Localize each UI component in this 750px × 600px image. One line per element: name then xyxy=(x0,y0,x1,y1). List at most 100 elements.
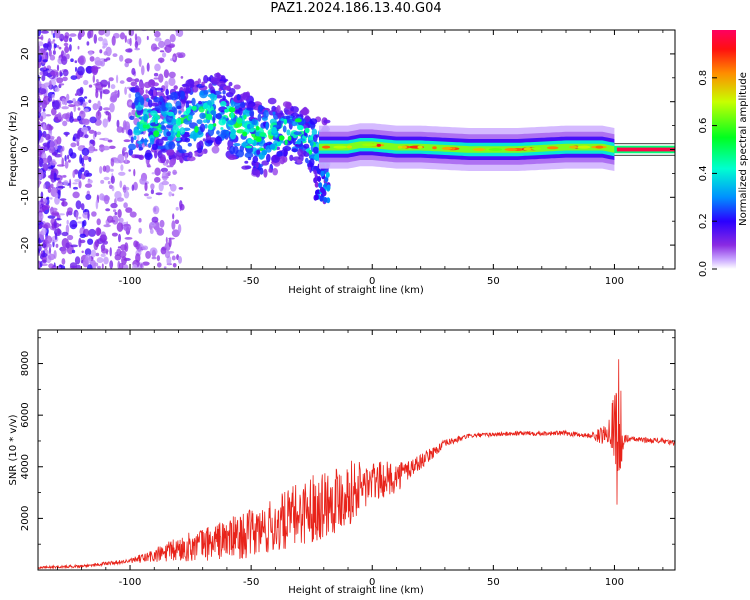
snr-panel: -100 -50 0 50 100 2000 4000 6000 8000 Height of … xyxy=(8,329,676,596)
heat-cell xyxy=(504,148,518,151)
heat-cell xyxy=(166,149,175,156)
heat-cell xyxy=(64,45,70,54)
heat-cell xyxy=(57,189,61,199)
heat-cell xyxy=(294,118,302,123)
heat-cell xyxy=(42,59,48,63)
colorbar-ticks: 0.0 0.2 0.4 0.6 0.8 xyxy=(698,70,717,277)
heat-cell xyxy=(73,186,78,190)
heat-cell xyxy=(191,97,196,106)
heat-cell xyxy=(130,78,136,82)
heat-cell xyxy=(175,206,179,211)
heat-cell xyxy=(89,56,95,62)
heat-cell xyxy=(441,146,453,150)
heat-cell xyxy=(228,107,236,113)
heat-cell xyxy=(119,32,126,40)
heat-cell xyxy=(52,212,59,216)
heat-cell xyxy=(61,157,64,167)
heat-cell xyxy=(241,142,246,147)
heat-cell xyxy=(222,85,231,91)
heat-cell xyxy=(54,192,59,198)
heat-cell xyxy=(134,96,139,106)
heat-cell xyxy=(80,203,85,211)
heat-cell xyxy=(146,124,150,130)
colorbar-gradient xyxy=(712,30,736,269)
heat-cell xyxy=(176,142,180,147)
heat-cell xyxy=(146,35,149,41)
heat-cell xyxy=(70,58,74,62)
heat-cell xyxy=(66,219,69,225)
heat-cell xyxy=(87,264,93,269)
heat-cell xyxy=(205,140,214,144)
heat-cell xyxy=(96,257,104,264)
heat-cell xyxy=(220,75,226,81)
heat-cell xyxy=(170,91,178,101)
heat-cell xyxy=(178,149,187,154)
heat-cell xyxy=(318,182,323,189)
heat-cell xyxy=(488,148,503,151)
figure-title: PAZ1.2024.186.13.40.G04 xyxy=(270,1,442,16)
heat-cell xyxy=(51,107,57,116)
heat-cell xyxy=(150,183,155,190)
heat-cell xyxy=(245,145,253,149)
heat-cell xyxy=(149,137,155,145)
heat-cell xyxy=(203,75,209,84)
heat-cell xyxy=(82,103,87,108)
heat-cell xyxy=(62,174,67,178)
heat-cell xyxy=(227,120,236,126)
heat-cell xyxy=(43,144,50,151)
heat-cell xyxy=(49,54,56,61)
heat-cell xyxy=(139,146,143,151)
heat-cell xyxy=(119,250,127,258)
heat-tail-core xyxy=(616,147,675,152)
heat-cell xyxy=(133,135,137,141)
heat-cell xyxy=(198,106,205,113)
heat-cell xyxy=(84,134,89,139)
heat-cell xyxy=(82,118,90,126)
heat-cell xyxy=(310,165,319,172)
heat-cell xyxy=(49,80,52,90)
heat-cell xyxy=(38,221,44,226)
snr-ylabel: SNR (10 * v/v) xyxy=(8,414,19,485)
heat-cell xyxy=(104,165,111,173)
x-tick-label: -100 xyxy=(119,276,142,287)
heat-cell xyxy=(67,154,70,160)
heat-cell xyxy=(151,82,159,87)
heat-cell xyxy=(155,138,164,146)
heat-cell xyxy=(161,101,166,111)
heat-cell xyxy=(265,121,269,131)
heat-cell xyxy=(48,243,52,249)
heat-cell xyxy=(180,91,186,100)
heat-cell xyxy=(126,77,133,83)
heat-cell xyxy=(78,180,82,189)
heat-cell xyxy=(42,204,50,211)
heat-cell xyxy=(107,80,111,89)
heat-cell xyxy=(171,106,176,113)
heat-cell xyxy=(346,145,353,149)
heat-cell xyxy=(397,145,403,149)
heat-cell xyxy=(59,33,65,42)
heat-cell xyxy=(54,87,60,92)
heat-cell xyxy=(286,119,291,123)
heat-cell xyxy=(70,142,77,148)
colorbar-tick-label: 0.4 xyxy=(698,165,709,181)
heat-cell xyxy=(79,154,83,164)
heat-cell xyxy=(100,253,106,258)
heat-cell xyxy=(110,84,116,90)
heat-cell xyxy=(233,84,241,90)
colorbar-tick-label: 0.8 xyxy=(698,70,709,86)
heat-cell xyxy=(291,120,298,127)
heat-cell xyxy=(57,228,60,235)
heat-cell xyxy=(74,60,78,64)
heat-cell xyxy=(54,232,58,241)
heat-cell xyxy=(230,111,234,120)
snr-background xyxy=(38,330,675,570)
heat-cell xyxy=(99,138,106,141)
heat-cell xyxy=(119,80,125,84)
heat-cell xyxy=(95,252,100,257)
heat-cell xyxy=(77,66,85,76)
heat-cell xyxy=(55,243,59,248)
heat-cell xyxy=(137,155,144,159)
heat-cell xyxy=(117,209,122,218)
heat-cell xyxy=(158,40,165,49)
heat-cell xyxy=(88,51,93,56)
